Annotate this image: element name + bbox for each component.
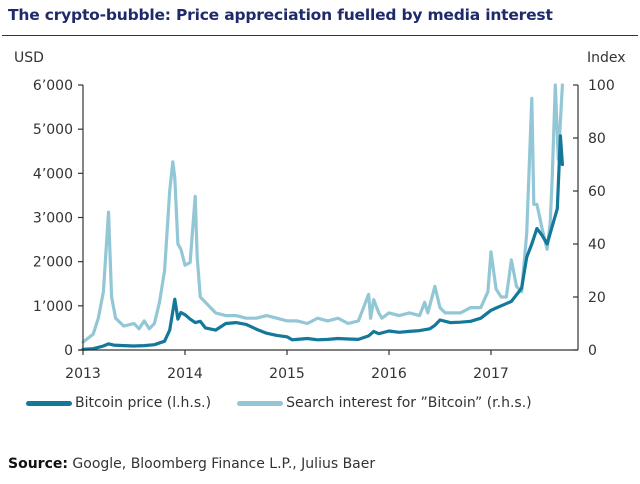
source-text: Google, Bloomberg Finance L.P., Julius B…: [72, 456, 376, 472]
legend-swatch-bitcoin-price: [26, 400, 72, 406]
y-right-tick-label: 60: [588, 184, 606, 200]
series-line-search-interest: [81, 83, 565, 344]
y-left-tick-label: 6’000: [33, 78, 73, 94]
y-axis-right-label: Index: [587, 50, 626, 66]
x-tick-label: 2017: [473, 366, 509, 382]
chart-svg: 0 1’000 2’000 3’000 4’000 5’000 6’000 0 20 40 60 80…: [14, 50, 626, 382]
y-right-tick-label: 20: [588, 290, 606, 306]
series-line-bitcoin-price: [81, 134, 565, 351]
chart-title: The crypto-bubble: Price appreciation fu…: [8, 6, 553, 24]
legend-swatch-search-interest: [237, 400, 284, 406]
source-note: Source: Google, Bloomberg Finance L.P., …: [8, 456, 375, 472]
series-layer: [81, 83, 565, 351]
axes-layer: 0 1’000 2’000 3’000 4’000 5’000 6’000 0 20 40 60 80…: [33, 78, 615, 382]
legend-label-search-interest: Search interest for ”Bitcoin” (r.h.s.): [286, 395, 532, 411]
x-tick-label: 2013: [65, 366, 101, 382]
x-tick-label: 2015: [269, 366, 305, 382]
title-divider: [2, 35, 638, 36]
source-label: Source:: [8, 456, 68, 472]
legend: Bitcoin price (l.h.s.) Search interest f…: [26, 395, 558, 411]
y-right-tick-label: 40: [588, 237, 606, 253]
y-left-tick-label: 1’000: [33, 299, 73, 315]
y-right-tick-label: 100: [588, 78, 615, 94]
y-right-tick-label: 80: [588, 131, 606, 147]
y-left-tick-label: 4’000: [33, 166, 73, 182]
x-tick-label: 2014: [167, 366, 203, 382]
legend-label-bitcoin-price: Bitcoin price (l.h.s.): [75, 395, 212, 411]
y-left-tick-label: 0: [64, 343, 73, 359]
y-left-tick-label: 5’000: [33, 122, 73, 138]
y-left-tick-label: 2’000: [33, 255, 73, 271]
x-tick-label: 2016: [371, 366, 407, 382]
y-right-tick-label: 0: [588, 343, 597, 359]
y-left-tick-label: 3’000: [33, 211, 73, 227]
legend-item-search-interest: Search interest for ”Bitcoin” (r.h.s.): [237, 395, 532, 411]
y-axis-left-label: USD: [14, 50, 44, 66]
legend-item-bitcoin-price: Bitcoin price (l.h.s.): [26, 395, 211, 411]
